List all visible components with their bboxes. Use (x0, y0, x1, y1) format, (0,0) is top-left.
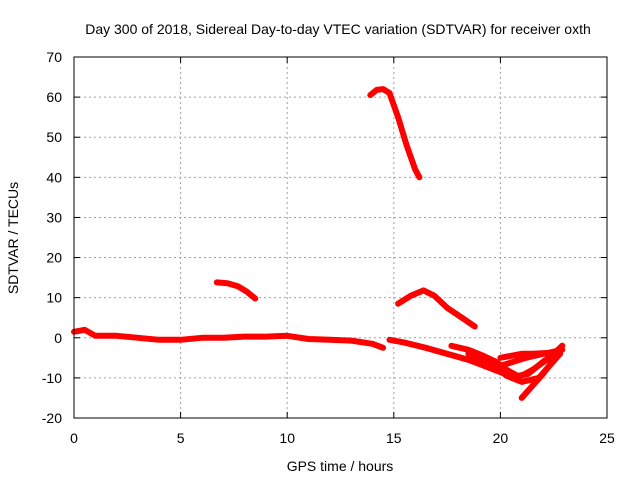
x-tick-label: 20 (493, 430, 509, 446)
x-tick-label: 15 (386, 430, 402, 446)
series-arc-high (367, 86, 423, 181)
y-tick-label: 40 (46, 169, 62, 185)
series-tail-2 (448, 342, 564, 379)
plot-frame (73, 56, 608, 419)
y-tick-label: 50 (46, 129, 62, 145)
y-axis-label: SDTVAR / TECUs (5, 182, 21, 294)
series-layer (71, 86, 566, 401)
x-tick-label: 10 (279, 430, 295, 446)
series-arc-early (213, 279, 259, 302)
series-baseline (71, 326, 387, 351)
y-tick-label: 60 (46, 89, 62, 105)
y-tick-label: 10 (46, 290, 62, 306)
series-tail-5 (518, 342, 566, 401)
series-arc-mid (395, 287, 478, 330)
y-tick-label: 70 (46, 49, 62, 65)
y-tick-label: 0 (54, 330, 62, 346)
x-tick-label: 25 (599, 430, 615, 446)
y-tick-label: -20 (42, 410, 62, 426)
x-axis-label: GPS time / hours (287, 458, 394, 474)
grid (74, 57, 607, 418)
y-tick-label: -10 (42, 370, 62, 386)
x-tick-label: 5 (177, 430, 185, 446)
y-tick-label: 20 (46, 250, 62, 266)
chart-title: Day 300 of 2018, Sidereal Day-to-day VTE… (85, 21, 591, 37)
y-tick-label: 30 (46, 209, 62, 225)
axis-ticks: 0 5 10 15 20 25 -20 -10 0 10 20 30 40 50 60 70 (42, 49, 615, 446)
series-tail-6 (497, 346, 566, 361)
x-tick-label: 0 (70, 430, 78, 446)
